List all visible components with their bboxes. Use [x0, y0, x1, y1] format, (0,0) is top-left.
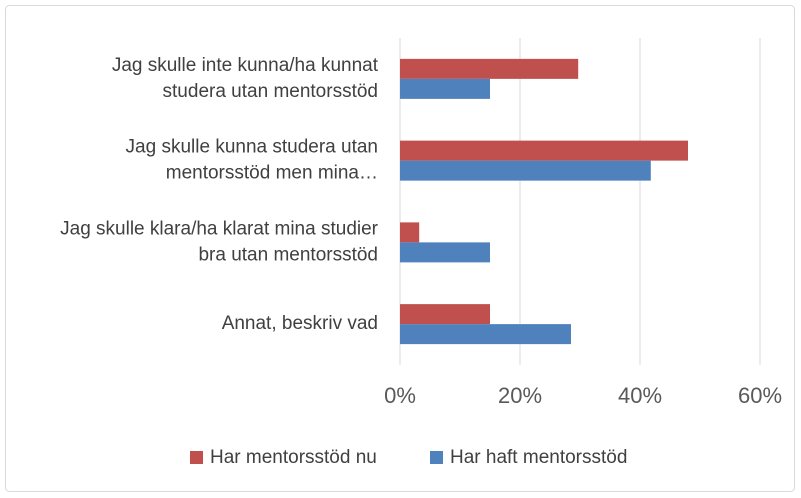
legend-swatch [430, 451, 443, 464]
x-tick-label: 20% [498, 383, 542, 408]
category-label: bra utan mentorsstöd [198, 244, 378, 265]
category-label: mentorsstöd men mina… [166, 163, 378, 184]
bar [400, 222, 420, 243]
legend-label: Har mentorsstöd nu [210, 447, 377, 468]
bar [400, 78, 490, 99]
category-label: Annat, beskriv vad [222, 313, 378, 334]
category-label: studera utan mentorsstöd [163, 81, 378, 102]
x-tick-label: 60% [738, 383, 782, 408]
bar [400, 324, 571, 345]
bar [400, 140, 688, 161]
bar [400, 304, 490, 325]
legend-swatch [190, 451, 203, 464]
category-label: Jag skulle kunna studera utan [126, 137, 378, 158]
category-label: Jag skulle klara/ha klarat mina studier [60, 218, 379, 239]
x-tick-label: 40% [618, 383, 662, 408]
bar [400, 160, 651, 181]
legend-label: Har haft mentorsstöd [450, 447, 627, 468]
bar [400, 58, 579, 79]
category-label: Jag skulle inte kunna/ha kunnat [112, 55, 379, 76]
bar [400, 242, 490, 263]
x-tick-label: 0% [384, 383, 416, 408]
